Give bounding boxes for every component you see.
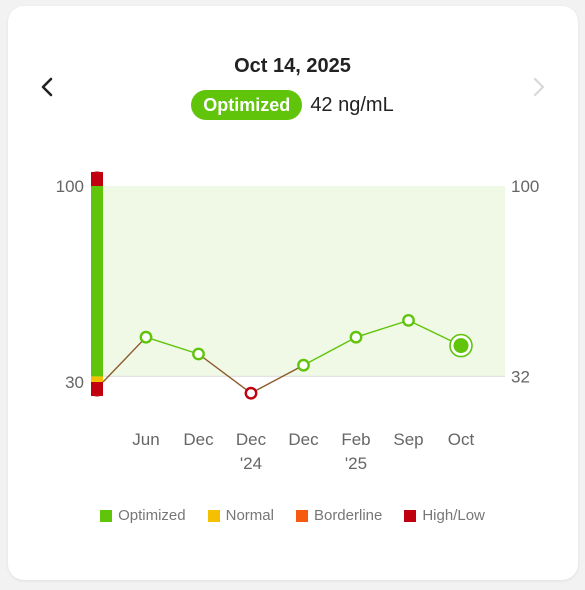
data-point bbox=[297, 358, 310, 372]
range-bar-bottom-cap bbox=[91, 386, 103, 397]
legend-item-borderline: Borderline bbox=[295, 507, 383, 524]
range-bar-top-cap bbox=[91, 171, 103, 182]
legend-swatch bbox=[100, 509, 113, 522]
result-value: 42 ng/mL bbox=[310, 93, 394, 116]
right-tick-label: 32 bbox=[511, 367, 530, 386]
trend-line-segment bbox=[250, 364, 304, 394]
data-point bbox=[244, 386, 258, 400]
left-tick-label: 100 bbox=[56, 177, 84, 196]
trend-line-segment bbox=[355, 319, 409, 338]
legend-label: High/Low bbox=[422, 507, 485, 524]
trend-line-segment bbox=[303, 336, 357, 366]
x-tick-label: Feb bbox=[341, 430, 370, 449]
trend-line-segment bbox=[198, 353, 252, 394]
data-point bbox=[402, 313, 415, 327]
x-tick-label: Dec bbox=[183, 430, 214, 449]
legend-swatch bbox=[207, 509, 220, 522]
x-tick-label: '25 bbox=[345, 454, 367, 473]
chevron-left-icon bbox=[41, 77, 53, 97]
data-point bbox=[349, 330, 363, 344]
chart-legend: Optimized Normal Borderline High/Low bbox=[0, 507, 585, 524]
chevron-right-icon bbox=[533, 77, 545, 97]
range-bar-optimized-segment bbox=[91, 186, 103, 377]
previous-button[interactable] bbox=[33, 72, 63, 102]
range-bar-normal-segment bbox=[91, 376, 103, 382]
legend-label: Normal bbox=[225, 507, 274, 524]
legend-item-normal: Normal bbox=[207, 507, 274, 524]
legend-item-optimized: Optimized bbox=[100, 507, 186, 524]
right-tick-label: 100 bbox=[511, 177, 539, 196]
x-tick-label: '24 bbox=[240, 454, 262, 473]
optimal-range-band bbox=[103, 186, 505, 377]
data-point bbox=[139, 330, 153, 344]
legend-label: Optimized bbox=[118, 507, 186, 524]
result-date: Oct 14, 2025 bbox=[234, 55, 351, 77]
x-tick-label: Sep bbox=[393, 430, 423, 449]
x-tick-label: Dec bbox=[288, 430, 319, 449]
legend-item-high-low: High/Low bbox=[404, 507, 485, 524]
x-tick-label: Dec bbox=[236, 430, 267, 449]
next-button[interactable] bbox=[524, 72, 554, 102]
status-row: Optimized 42 ng/mL bbox=[0, 90, 585, 120]
status-badge: Optimized bbox=[191, 90, 303, 120]
legend-label: Borderline bbox=[313, 507, 383, 524]
legend-swatch bbox=[404, 509, 417, 522]
trend-line-segment bbox=[145, 336, 199, 355]
data-point bbox=[192, 347, 205, 361]
x-tick-label: Oct bbox=[448, 430, 475, 449]
left-tick-label: 30 bbox=[65, 373, 84, 392]
selected-data-point bbox=[453, 338, 469, 354]
legend-swatch bbox=[295, 509, 308, 522]
trend-line-segment bbox=[102, 336, 147, 383]
x-tick-label: Jun bbox=[132, 430, 159, 449]
